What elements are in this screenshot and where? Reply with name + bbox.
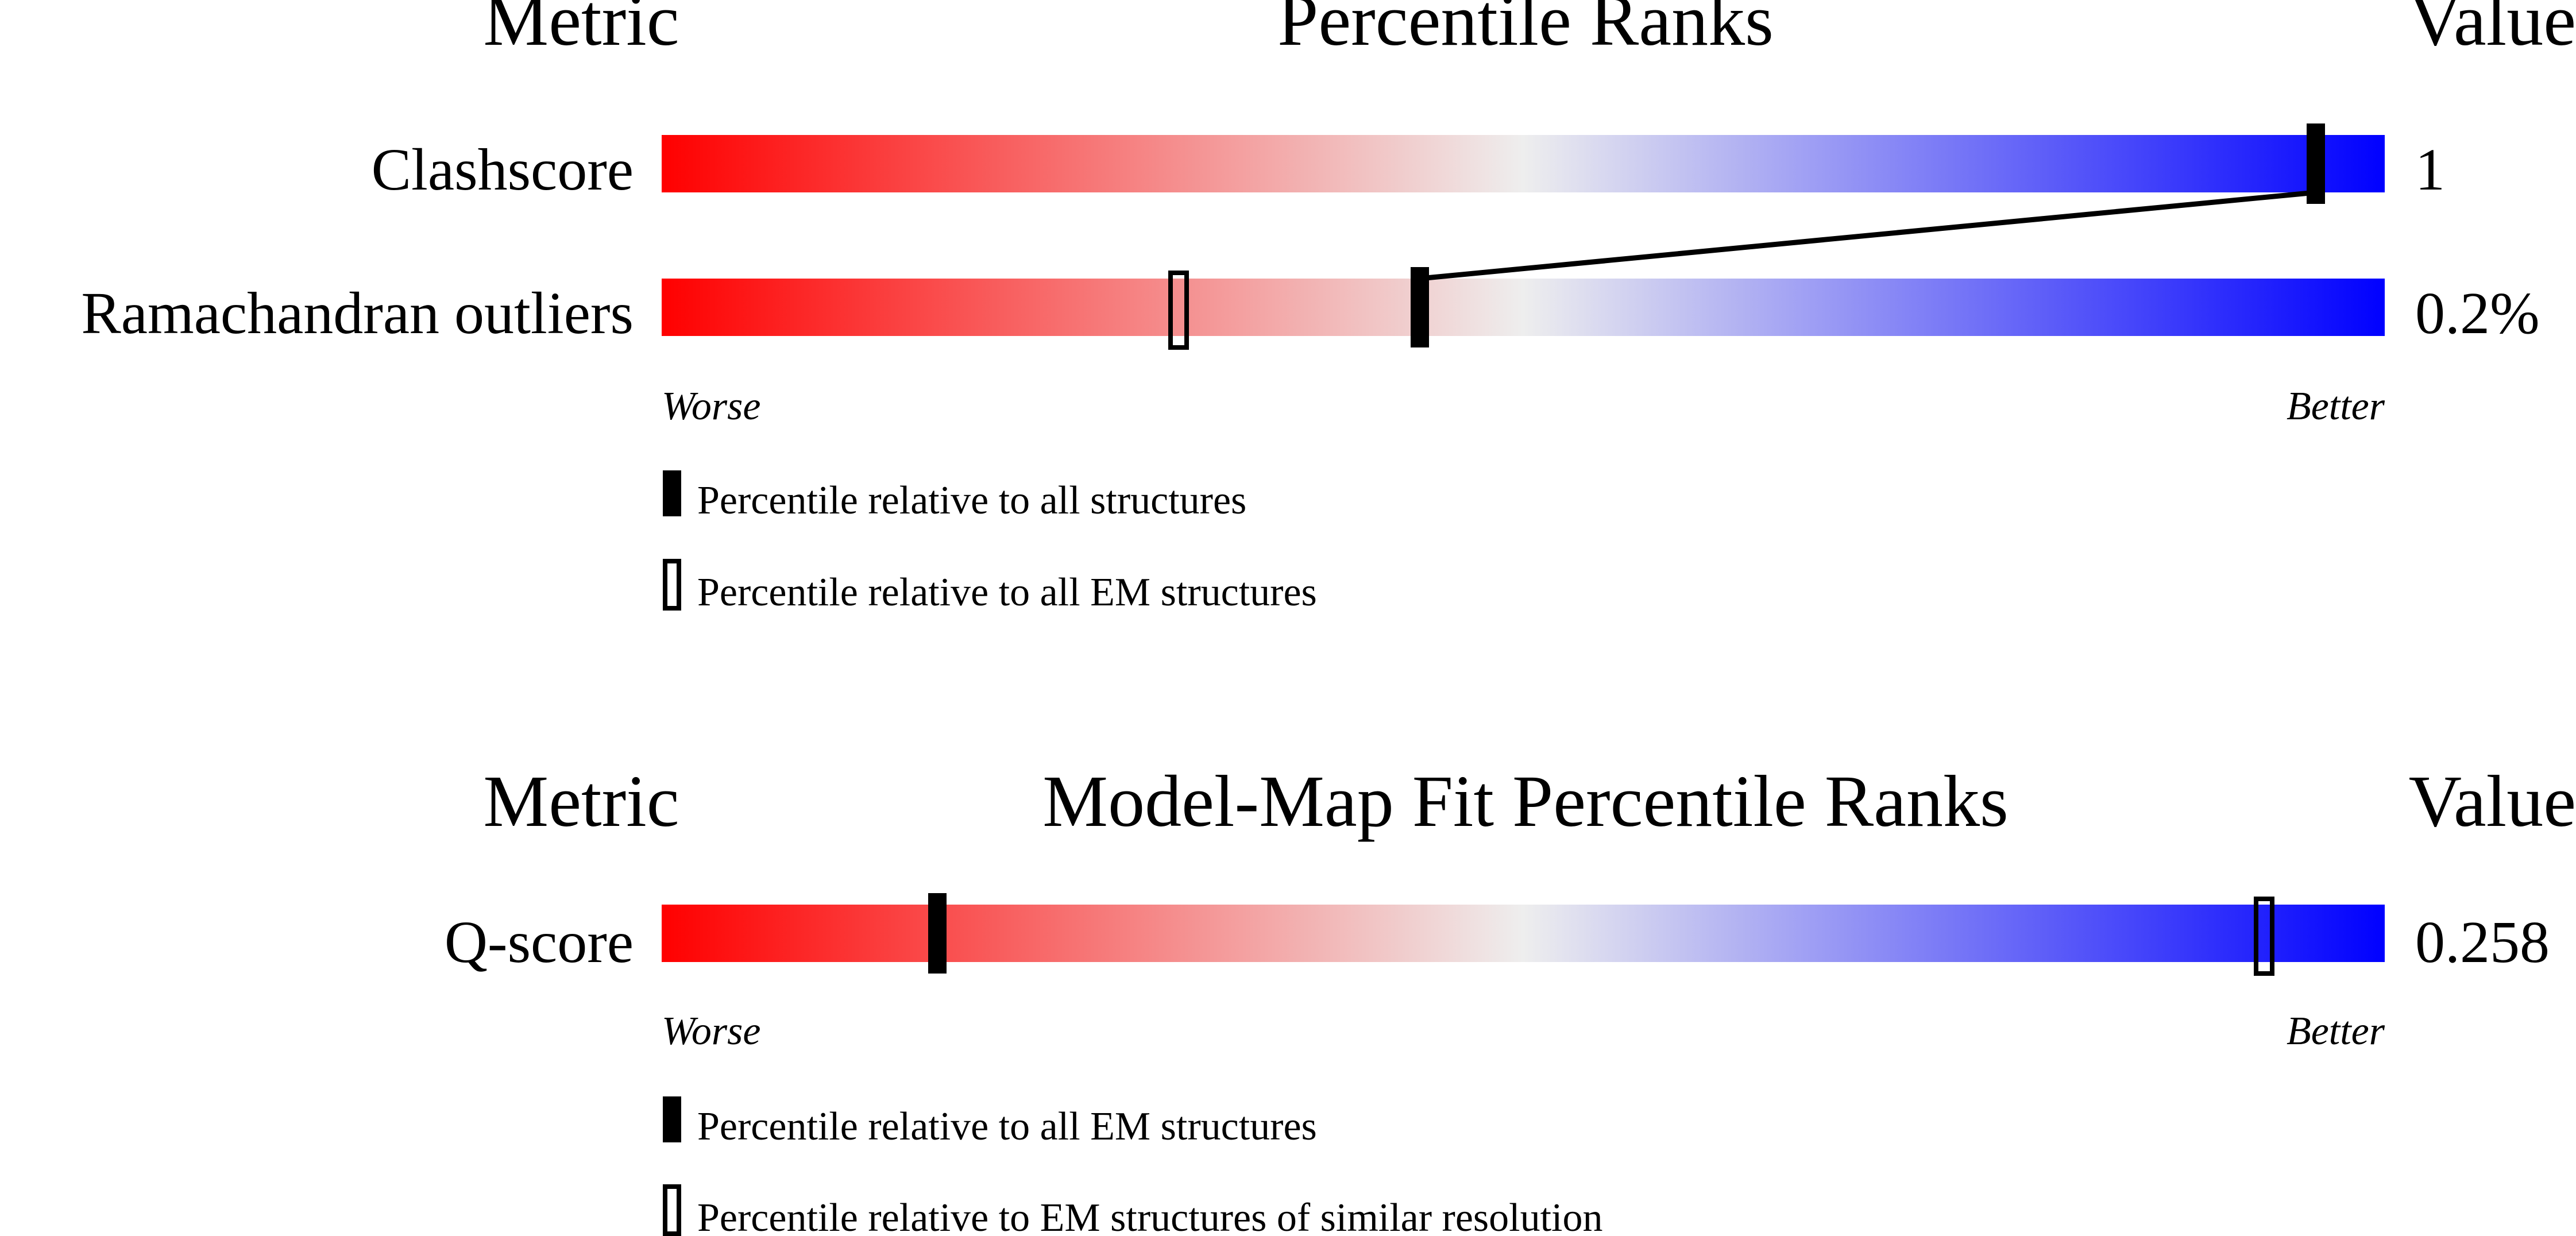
marker-qscore-similar-resolution xyxy=(2254,897,2274,976)
value-header: Value xyxy=(2409,0,2576,61)
row-label-ramachandran: Ramachandran outliers xyxy=(81,280,634,346)
row-label-qscore: Q-score xyxy=(445,909,634,975)
legend-filled-marker-icon xyxy=(663,470,681,516)
row-label-clashscore: Clashscore xyxy=(372,137,634,203)
row-value-clashscore: 1 xyxy=(2415,137,2445,203)
percentile-bar-ramachandran xyxy=(662,279,2385,336)
value-header-2: Value xyxy=(2409,760,2576,842)
legend-text-all-structures: Percentile relative to all structures xyxy=(697,478,1246,523)
marker-qscore-em-structures xyxy=(928,893,947,974)
metric-header-2: Metric xyxy=(483,760,679,842)
marker-ramachandran-all-structures xyxy=(1411,267,1429,347)
legend-filled-marker-icon-2 xyxy=(663,1096,681,1142)
panel-percentile-ranks: Metric Percentile Ranks Value Clashscore… xyxy=(81,0,2576,615)
worse-label-2: Worse xyxy=(662,1009,760,1053)
legend-text-em-structures-2: Percentile relative to all EM structures xyxy=(697,1104,1317,1149)
percentile-bar-qscore xyxy=(662,905,2385,962)
metric-header: Metric xyxy=(483,0,679,61)
marker-clashscore-all-structures xyxy=(2307,123,2325,204)
percentile-bar-clashscore xyxy=(662,135,2385,192)
marker-ramachandran-em-structures xyxy=(1168,271,1189,350)
marker-connector-line xyxy=(1419,190,2316,281)
better-label: Better xyxy=(2287,384,2385,428)
legend-text-similar-resolution: Percentile relative to EM structures of … xyxy=(697,1196,1603,1236)
worse-label: Worse xyxy=(662,384,760,428)
legend-text-em-structures: Percentile relative to all EM structures xyxy=(697,570,1317,615)
panel-model-map-fit: Metric Model-Map Fit Percentile Ranks Va… xyxy=(445,760,2576,1236)
chart-title-2: Model-Map Fit Percentile Ranks xyxy=(1042,760,2009,842)
row-value-qscore: 0.258 xyxy=(2415,909,2550,975)
legend-outline-marker-icon-2 xyxy=(663,1184,681,1236)
better-label-2: Better xyxy=(2287,1009,2385,1053)
row-value-ramachandran: 0.2% xyxy=(2415,280,2540,346)
legend-outline-marker-icon xyxy=(663,559,681,611)
chart-title: Percentile Ranks xyxy=(1277,0,1774,61)
